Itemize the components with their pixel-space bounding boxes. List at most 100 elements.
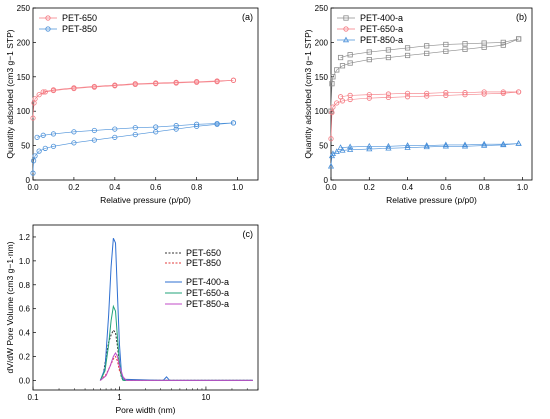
data-point: [330, 104, 336, 110]
data-point: [30, 115, 36, 121]
data-point: [404, 45, 411, 51]
data-point: [91, 83, 97, 90]
legend-marker: [45, 15, 51, 21]
y-axis-label: Quantity adsorbed (cm3 g−1 STP): [303, 29, 313, 158]
x-tick-label: 0.4: [402, 183, 414, 192]
data-point: [443, 92, 449, 98]
data-point: [481, 142, 488, 148]
y-tick-label: 1.2: [19, 233, 31, 242]
x-tick-label: 0.8: [191, 183, 203, 192]
data-point: [173, 79, 179, 85]
data-point: [40, 89, 46, 95]
data-point: [40, 132, 46, 138]
data-point: [32, 96, 38, 102]
series-pet-650-a: [328, 89, 522, 142]
data-point: [462, 90, 468, 96]
series-pet-650: [30, 77, 237, 121]
series-line-pet-650: [99, 329, 253, 381]
y-tick-label: 50: [319, 142, 328, 151]
panel-c: 0.1 1 10 0.0 0.2 0.4 0.6 0.8 1.0 1.2 Pore width (n…: [5, 224, 259, 415]
x-axis-label: Relative pressure (p/p0): [100, 195, 191, 205]
data-point: [424, 50, 430, 57]
data-point: [366, 92, 372, 98]
data-point: [194, 123, 200, 129]
data-point: [333, 148, 340, 154]
data-point: [443, 41, 449, 48]
data-point: [91, 127, 97, 134]
data-point: [71, 85, 77, 91]
y-tick-label: 1.0: [19, 257, 31, 266]
data-point: [112, 82, 118, 88]
data-point: [423, 142, 430, 148]
x-tick-label: 0.0: [27, 183, 39, 192]
data-point: [423, 143, 430, 150]
data-point: [132, 125, 138, 131]
data-point: [516, 36, 522, 42]
plot-frame: [32, 7, 259, 181]
data-point: [462, 92, 468, 98]
y-tick-label: 0.6: [19, 305, 31, 314]
data-point: [366, 145, 373, 152]
data-point: [462, 41, 468, 47]
x-tick-label: 0.2: [68, 183, 80, 192]
data-point: [404, 94, 411, 100]
data-point: [339, 98, 346, 104]
legend-label: PET-400-a: [186, 277, 229, 287]
data-point: [334, 100, 340, 106]
data-point: [71, 140, 77, 146]
data-point: [230, 120, 237, 126]
data-point: [330, 74, 336, 80]
legend-label: PET-650: [62, 13, 97, 23]
data-point: [442, 141, 449, 148]
data-point: [462, 46, 468, 52]
legend-marker: [342, 36, 350, 43]
legend-label: PET-850-a: [186, 299, 229, 309]
series-line-pet-850-a: [99, 351, 253, 381]
panel-label: (c): [243, 229, 254, 239]
x-tick-label: 0.2: [364, 183, 376, 192]
y-tick-label: 0: [324, 176, 329, 185]
data-point: [42, 89, 48, 95]
desorption-line: [36, 122, 234, 138]
data-point: [515, 140, 522, 146]
x-tick-label: 1.0: [517, 183, 529, 192]
data-point: [328, 136, 334, 142]
adsorption-line: [330, 38, 519, 112]
data-point: [366, 142, 373, 149]
data-point: [153, 129, 159, 135]
legend-marker: [45, 26, 51, 32]
data-point: [347, 143, 354, 150]
x-tick-label: 0.4: [109, 183, 121, 192]
data-point: [31, 158, 37, 164]
panel-label: (a): [242, 12, 253, 22]
data-point: [328, 108, 334, 114]
x-tick-label: 0.1: [27, 393, 39, 402]
data-point: [404, 142, 411, 148]
data-point: [481, 91, 487, 97]
series-pet-400-a: [328, 36, 522, 114]
data-point: [173, 126, 179, 132]
y-tick-label: 250: [315, 4, 329, 13]
data-point: [385, 142, 392, 149]
data-point: [50, 143, 57, 149]
y-tick-label: 200: [315, 38, 329, 47]
y-tick-label: 0: [26, 176, 31, 185]
series-line-pet-650-a: [99, 304, 253, 381]
legend-label: PET-850-a: [360, 35, 403, 45]
x-tick-label: 0.0: [325, 183, 337, 192]
y-tick-label: 100: [315, 107, 329, 116]
data-point: [404, 90, 411, 96]
data-point: [424, 90, 430, 96]
x-tick-label: 10: [201, 393, 210, 402]
data-point: [442, 142, 449, 149]
plot-frame: [330, 7, 533, 181]
data-point: [443, 48, 449, 54]
data-point: [385, 91, 392, 97]
legend-label: PET-400-a: [360, 13, 403, 23]
data-point: [132, 131, 138, 138]
data-point: [91, 137, 97, 143]
data-point: [366, 57, 372, 63]
data-point: [481, 89, 487, 95]
data-point: [500, 89, 506, 95]
